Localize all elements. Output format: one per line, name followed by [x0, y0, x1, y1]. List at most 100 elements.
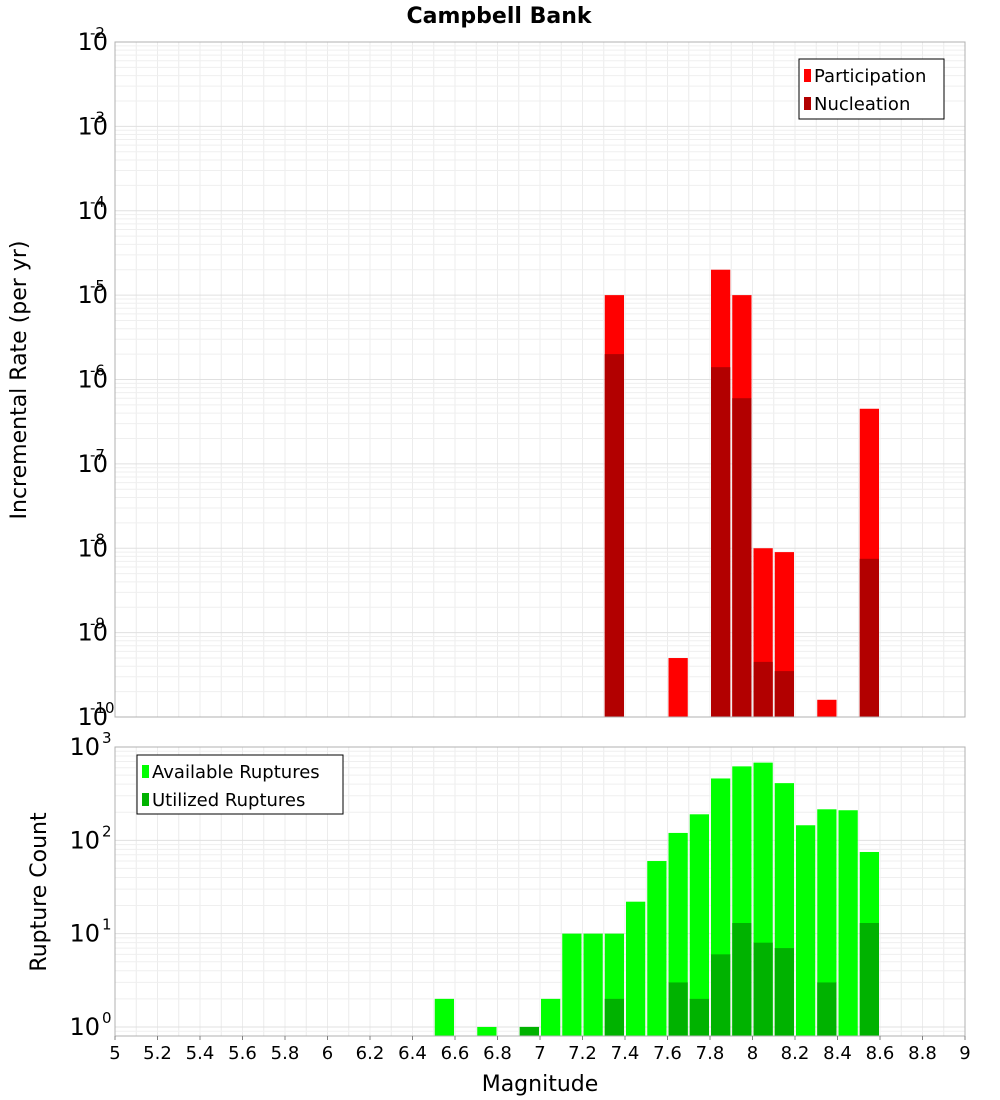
x-tick-label: 7.4 [611, 1043, 640, 1064]
nucleation-bar [732, 398, 752, 717]
x-tick-label: 5.6 [228, 1043, 257, 1064]
x-tick-label: 6.2 [356, 1043, 385, 1064]
nucleation-bar [859, 558, 879, 717]
available-ruptures-bar [626, 901, 646, 1036]
utilized-ruptures-bar [604, 998, 624, 1036]
top-plot-bars [604, 269, 879, 717]
available-ruptures-bar [647, 861, 667, 1036]
available-ruptures-bar [562, 933, 582, 1036]
x-tick-label: 5.2 [143, 1043, 172, 1064]
legend-swatch [142, 765, 149, 778]
legend-label-nucleation: Nucleation [814, 94, 910, 115]
x-tick-label: 8 [747, 1043, 758, 1064]
y-tick-label: 10 [77, 197, 108, 225]
utilized-ruptures-bar [817, 982, 837, 1036]
x-tick-label: 7.6 [653, 1043, 682, 1064]
x-tick-label: 7.2 [568, 1043, 597, 1064]
available-ruptures-bar [689, 814, 709, 1036]
y-tick-exponent: -10 [90, 699, 115, 717]
y-tick-label: 10 [69, 826, 100, 854]
y-tick-exponent: -7 [90, 446, 105, 464]
y-tick-label: 10 [77, 703, 108, 731]
participation-bar [668, 658, 688, 717]
nucleation-bar [753, 661, 773, 717]
y-tick-exponent: -2 [90, 24, 105, 42]
bottom-y-axis-label: Rupture Count [27, 812, 52, 972]
top-plot-grid [114, 42, 966, 718]
x-tick-label: 9 [959, 1043, 970, 1064]
y-tick-exponent: -6 [90, 362, 105, 380]
x-tick-label: 6.4 [398, 1043, 427, 1064]
nucleation-bar [774, 671, 794, 717]
y-tick-label: 10 [77, 28, 108, 56]
y-tick-label: 10 [69, 733, 100, 761]
x-tick-label: 5 [109, 1043, 120, 1064]
utilized-ruptures-bar [711, 954, 731, 1036]
utilized-ruptures-bar [668, 982, 688, 1036]
x-tick-labels: 5 5.2 5.4 5.6 5.8 6 6.2 6.4 6.6 6.8 7 7.2 7.4 7.6 7.8 8… [109, 1036, 971, 1064]
x-tick-label: 6 [322, 1043, 333, 1064]
top-y-tick-labels: 10-210-310-410-510-610-710-810-910-10 [77, 24, 114, 731]
y-tick-exponent: -9 [90, 615, 105, 633]
x-tick-label: 8.4 [823, 1043, 852, 1064]
y-tick-exponent: 2 [102, 822, 112, 840]
bottom-legend: Available Ruptures Utilized Ruptures [136, 754, 344, 815]
available-ruptures-bar [817, 809, 837, 1036]
x-tick-label: 6.6 [441, 1043, 470, 1064]
legend-label-available-ruptures: Available Ruptures [152, 762, 320, 783]
x-tick-label: 7.8 [696, 1043, 725, 1064]
y-tick-label: 10 [77, 619, 108, 647]
y-tick-label: 10 [77, 450, 108, 478]
y-tick-exponent: -4 [90, 193, 105, 211]
y-tick-exponent: 0 [102, 1009, 112, 1027]
available-ruptures-bar [434, 998, 454, 1036]
nucleation-bar [711, 367, 731, 717]
utilized-ruptures-bar [732, 923, 752, 1036]
available-ruptures-bar [477, 1026, 497, 1036]
y-tick-exponent: 1 [102, 916, 112, 934]
x-tick-label: 7 [534, 1043, 545, 1064]
utilized-ruptures-bar [859, 923, 879, 1036]
y-tick-exponent: -8 [90, 530, 105, 548]
y-tick-label: 10 [69, 920, 100, 948]
y-tick-label: 10 [69, 1013, 100, 1041]
legend-swatch [804, 97, 811, 110]
utilized-ruptures-bar [774, 948, 794, 1036]
x-tick-label: 5.4 [186, 1043, 215, 1064]
legend-box [798, 58, 945, 120]
legend-swatch [804, 69, 811, 82]
available-ruptures-bar [838, 810, 858, 1036]
legend-label-utilized-ruptures: Utilized Ruptures [152, 790, 305, 811]
y-tick-exponent: -5 [90, 277, 105, 295]
legend-box [136, 754, 344, 815]
x-tick-label: 6.8 [483, 1043, 512, 1064]
x-tick-label: 8.8 [908, 1043, 937, 1064]
x-tick-label: 8.2 [781, 1043, 810, 1064]
y-tick-exponent: 3 [102, 729, 112, 747]
y-tick-label: 10 [77, 534, 108, 562]
bottom-plot-bars [434, 762, 879, 1036]
x-tick-label: 5.8 [271, 1043, 300, 1064]
y-tick-label: 10 [77, 281, 108, 309]
utilized-ruptures-bar [519, 1026, 539, 1036]
legend-label-participation: Participation [814, 66, 926, 87]
available-ruptures-bar [796, 825, 816, 1036]
available-ruptures-bar [541, 998, 561, 1036]
chart-title: Campbell Bank [407, 4, 593, 29]
available-ruptures-bar [583, 933, 603, 1036]
x-tick-label: 8.6 [866, 1043, 895, 1064]
utilized-ruptures-bar [689, 998, 709, 1036]
y-tick-label: 10 [77, 112, 108, 140]
y-tick-label: 10 [77, 366, 108, 394]
y-tick-exponent: -3 [90, 108, 105, 126]
top-y-axis-label: Incremental Rate (per yr) [7, 241, 32, 520]
x-axis-label: Magnitude [482, 1072, 599, 1097]
utilized-ruptures-bar [753, 942, 773, 1036]
nucleation-bar [604, 354, 624, 717]
participation-bar [817, 699, 837, 717]
top-legend: Participation Nucleation [798, 58, 945, 120]
top-plot-frame [114, 41, 966, 718]
legend-swatch [142, 793, 149, 806]
